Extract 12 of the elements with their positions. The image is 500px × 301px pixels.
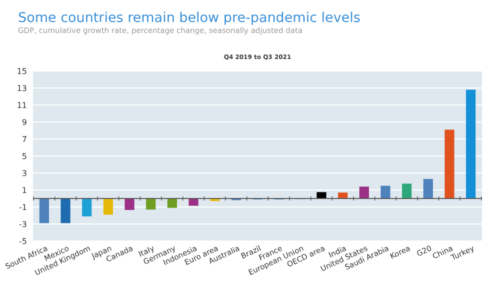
chart-title: Some countries remain below pre-pandemic levels <box>18 10 360 26</box>
y-tick-label: -5 <box>19 236 27 246</box>
y-tick-label: -3 <box>19 220 27 229</box>
y-tick-label: 13 <box>16 84 27 93</box>
y-tick-label: 7 <box>22 134 27 144</box>
y-tick-label: 9 <box>22 118 27 127</box>
y-tick-label: 15 <box>16 66 27 76</box>
y-tick-label: 11 <box>16 100 27 110</box>
y-tick-label: 3 <box>22 168 27 178</box>
y-tick-label: -1 <box>19 202 27 212</box>
y-tick-label: 5 <box>22 152 27 161</box>
y-tick-label: 1 <box>22 186 27 195</box>
